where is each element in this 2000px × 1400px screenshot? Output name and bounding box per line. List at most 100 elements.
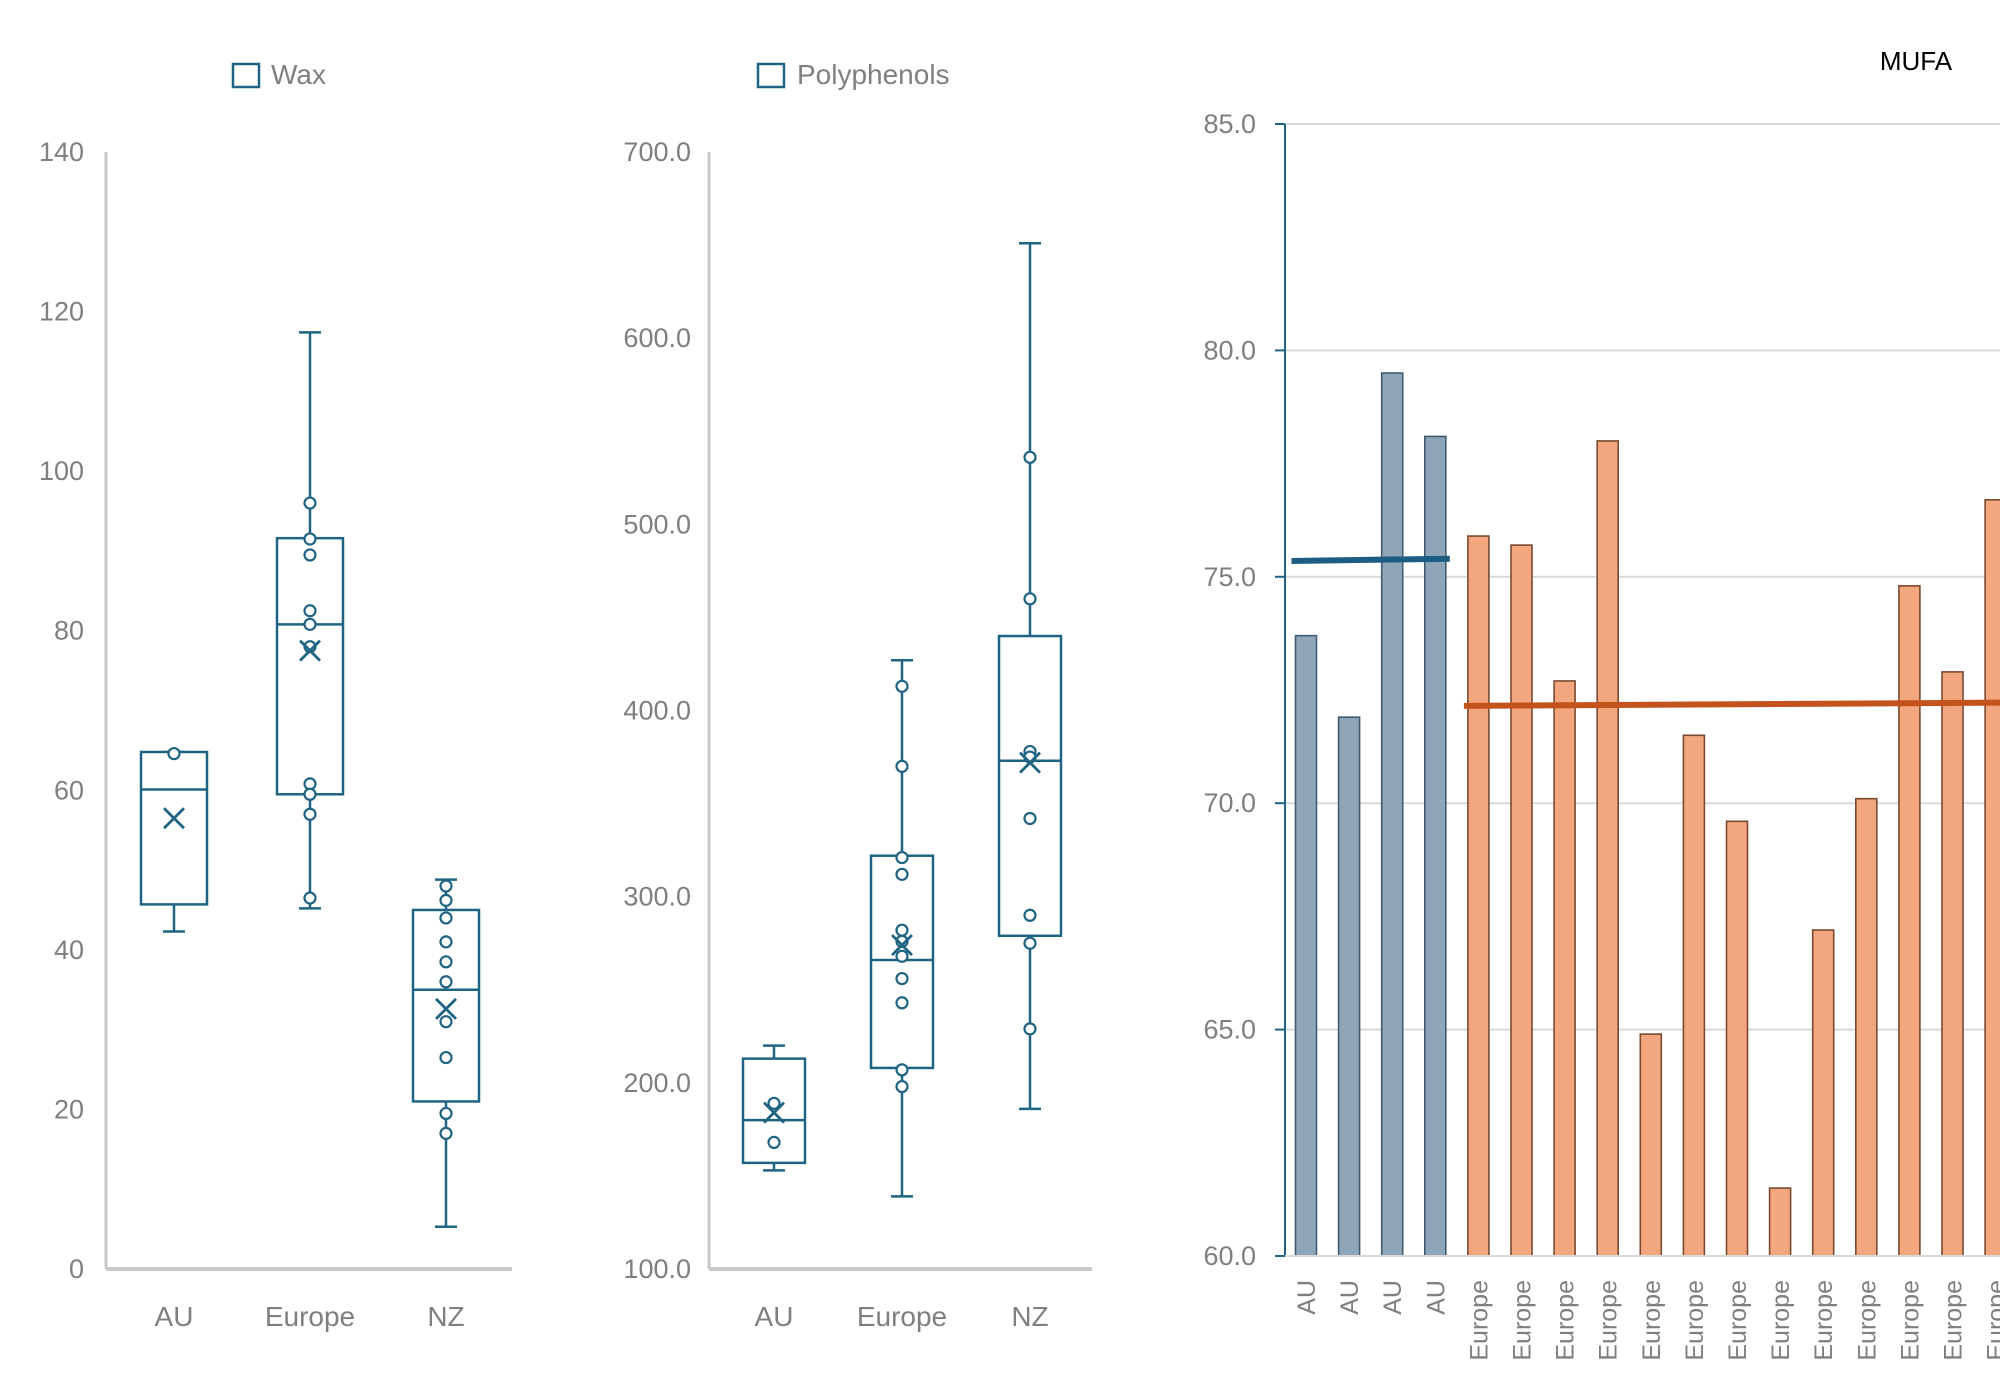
polyphenols-data-point	[1023, 592, 1037, 606]
polyphenols-data-point	[1023, 811, 1037, 826]
polyphenols-data-point	[895, 949, 909, 963]
mufa-category-label: Europe	[1509, 1280, 1537, 1361]
wax-legend-label: Wax	[271, 59, 326, 90]
mufa-x-axis: AU AU AU AU Europe Europe Europe Europe Europe Eu…	[1285, 1255, 2000, 1361]
wax-data-point	[439, 893, 453, 907]
mufa-bar-12	[1768, 1187, 1792, 1257]
polyphenols-x-axis: AU Europe NZ	[709, 1267, 1092, 1332]
wax-data-point	[439, 1050, 453, 1065]
wax-boxes	[139, 331, 481, 1228]
polyphenols-box-nz	[997, 241, 1063, 1111]
polyphenols-data-point	[767, 1135, 781, 1150]
mufa-category-label: Europe	[1724, 1280, 1752, 1361]
mufa-bar-9	[1639, 1033, 1663, 1257]
wax-data-point	[303, 807, 317, 821]
polyphenols-legend-swatch	[756, 62, 786, 89]
mufa-y-tick-label: 80.0	[1203, 335, 1256, 365]
mufa-bar-1	[1294, 634, 1318, 1257]
mufa-bar-13	[1811, 929, 1835, 1257]
wax-data-point	[439, 935, 453, 949]
polyphenols-y-axis: 100.0 200.0 300.0 400.0 500.0 600.0 700.0	[623, 137, 711, 1284]
polyphenols-category-label: AU	[755, 1301, 794, 1332]
polyphenols-y-tick-label: 700.0	[623, 137, 691, 167]
wax-category-label: Europe	[265, 1301, 355, 1332]
polyphenols-data-point	[767, 1096, 781, 1110]
wax-box-au	[139, 746, 209, 933]
polyphenols-y-tick-label: 300.0	[623, 882, 691, 912]
mufa-y-tick-label: 85.0	[1203, 109, 1256, 139]
polyphenols-data-point	[895, 759, 909, 773]
polyphenols-box-plot: Polyphenols 100.0 200.0 300.0 400.0 500.0 600…	[623, 59, 1092, 1332]
polyphenols-data-point	[895, 971, 909, 986]
polyphenols-boxes	[741, 241, 1063, 1198]
mufa-category-label: Europe	[1552, 1280, 1580, 1361]
polyphenols-data-point	[1023, 450, 1037, 464]
mufa-mean-line-europe	[1463, 699, 2000, 709]
mufa-category-label: AU	[1422, 1280, 1450, 1315]
wax-y-tick-label: 40	[54, 935, 84, 965]
mufa-category-label: Europe	[1940, 1280, 1968, 1361]
wax-data-point	[439, 879, 453, 893]
wax-y-tick-label: 20	[54, 1094, 84, 1124]
polyphenols-y-tick-label: 600.0	[623, 323, 691, 353]
polyphenols-legend-label: Polyphenols	[797, 59, 950, 90]
wax-mean-marker	[435, 997, 457, 1020]
mufa-y-axis: 60.0 65.0 70.0 75.0 80.0 85.0	[1203, 109, 1286, 1271]
mufa-mean-line-au	[1291, 555, 1450, 564]
wax-box-europe	[275, 331, 345, 910]
wax-y-tick-label: 120	[39, 297, 84, 327]
mufa-chart-title: MUFA	[1880, 46, 1953, 76]
wax-data-point	[303, 532, 317, 546]
polyphenols-data-point	[1023, 1022, 1037, 1036]
wax-data-point	[303, 617, 317, 631]
polyphenols-data-point	[895, 850, 909, 865]
mufa-category-label: Europe	[1767, 1280, 1795, 1361]
polyphenols-data-point	[895, 996, 909, 1010]
mufa-y-tick-label: 75.0	[1203, 562, 1256, 592]
wax-box-nz	[411, 878, 481, 1228]
mufa-bar-17	[1984, 499, 2000, 1257]
mufa-bar-14	[1855, 797, 1878, 1257]
wax-box-rect	[275, 536, 345, 796]
wax-y-tick-label: 0	[69, 1254, 84, 1284]
wax-data-point	[303, 548, 317, 562]
polyphenols-box-europe	[869, 658, 935, 1198]
mufa-category-label: Europe	[1853, 1280, 1881, 1361]
polyphenols-data-point	[895, 1079, 909, 1094]
mufa-category-label: Europe	[1465, 1280, 1493, 1361]
mufa-bar-16	[1941, 671, 1964, 1257]
polyphenols-mean-marker	[763, 1101, 785, 1124]
mufa-category-label: Europe	[1638, 1280, 1666, 1361]
mufa-bars	[1294, 372, 2000, 1257]
mufa-y-tick-label: 65.0	[1203, 1015, 1256, 1045]
wax-box-plot: Wax 0 20 40 60 80 100 120 140 AU Europe NZ	[39, 59, 512, 1332]
wax-y-tick-label: 140	[39, 137, 84, 167]
polyphenols-data-point	[895, 679, 909, 693]
wax-mean-marker	[163, 807, 185, 830]
mufa-y-tick-label: 60.0	[1203, 1241, 1256, 1271]
wax-data-point	[439, 911, 453, 925]
mufa-gridlines	[1285, 123, 2000, 1031]
mufa-category-label: AU	[1336, 1280, 1364, 1315]
mufa-bar-6	[1510, 544, 1533, 1257]
wax-data-point	[303, 891, 317, 905]
mufa-bar-5	[1467, 535, 1490, 1257]
wax-mean-marker	[299, 639, 321, 662]
polyphenols-y-tick-label: 200.0	[623, 1068, 691, 1098]
polyphenols-y-tick-label: 500.0	[623, 509, 691, 539]
mufa-category-label: Europe	[1810, 1280, 1838, 1361]
wax-data-point	[439, 1126, 453, 1140]
wax-y-tick-label: 100	[39, 456, 84, 486]
polyphenols-data-point	[895, 867, 909, 881]
mufa-y-tick-label: 70.0	[1203, 788, 1256, 818]
mufa-bar-7	[1553, 680, 1576, 1257]
mufa-category-label: Europe	[1681, 1280, 1709, 1361]
mufa-category-label: AU	[1379, 1280, 1407, 1315]
polyphenols-y-tick-label: 400.0	[623, 696, 691, 726]
wax-y-tick-label: 60	[54, 775, 84, 805]
mufa-bar-3	[1380, 372, 1404, 1257]
polyphenols-category-label: Europe	[857, 1301, 947, 1332]
polyphenols-mean-marker	[1019, 751, 1041, 774]
polyphenols-box-au	[741, 1044, 807, 1172]
mufa-bar-11	[1725, 820, 1749, 1257]
